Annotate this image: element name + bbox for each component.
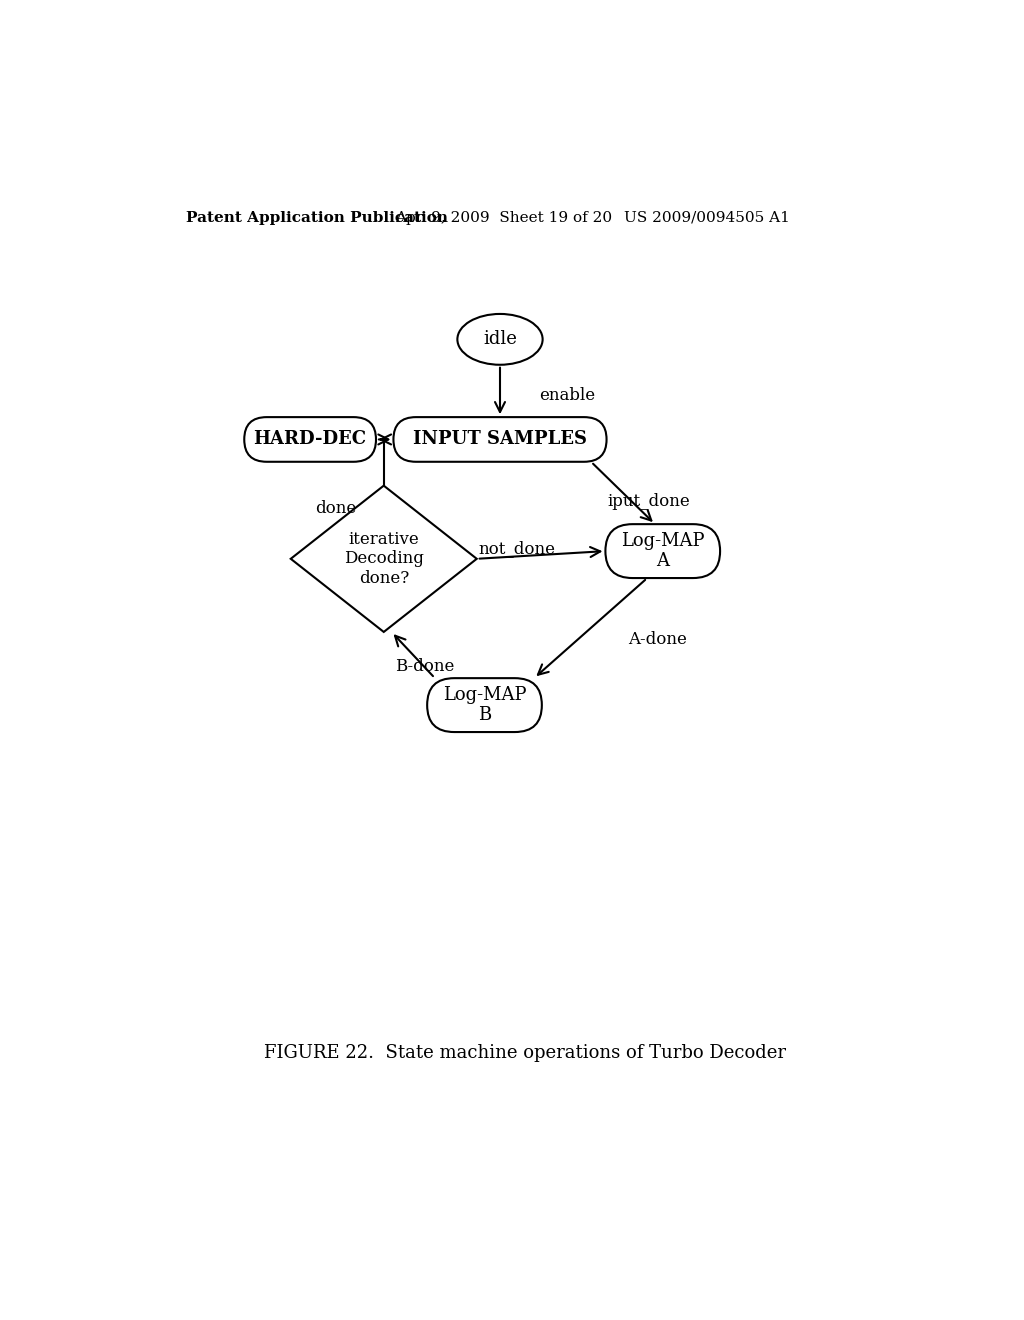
Polygon shape — [291, 486, 477, 632]
Text: A-done: A-done — [628, 631, 687, 648]
FancyBboxPatch shape — [427, 678, 542, 733]
Text: done: done — [315, 500, 356, 517]
Text: INPUT SAMPLES: INPUT SAMPLES — [413, 430, 587, 449]
Text: Apr. 9, 2009  Sheet 19 of 20: Apr. 9, 2009 Sheet 19 of 20 — [395, 211, 612, 224]
FancyBboxPatch shape — [245, 417, 376, 462]
Text: US 2009/0094505 A1: US 2009/0094505 A1 — [624, 211, 790, 224]
Text: B-done: B-done — [395, 659, 455, 675]
Text: iput_done: iput_done — [607, 492, 690, 510]
Text: FIGURE 22.  State machine operations of Turbo Decoder: FIGURE 22. State machine operations of T… — [264, 1044, 785, 1061]
FancyBboxPatch shape — [605, 524, 720, 578]
Text: iterative
Decoding
done?: iterative Decoding done? — [344, 531, 424, 587]
Text: Log-MAP
B: Log-MAP B — [442, 685, 526, 725]
Text: HARD-DEC: HARD-DEC — [254, 430, 367, 449]
FancyBboxPatch shape — [393, 417, 606, 462]
Text: Log-MAP
A: Log-MAP A — [621, 532, 705, 570]
Text: Patent Application Publication: Patent Application Publication — [186, 211, 449, 224]
Text: idle: idle — [483, 330, 517, 348]
Text: enable: enable — [539, 387, 595, 404]
Text: not_done: not_done — [478, 540, 556, 557]
Ellipse shape — [458, 314, 543, 364]
